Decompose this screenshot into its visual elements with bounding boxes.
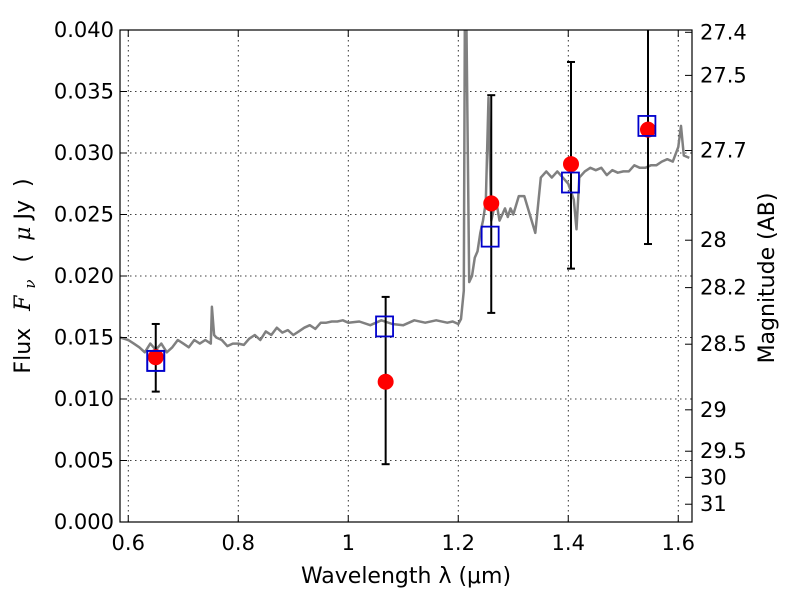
y-axis-label-unit: Jy: [11, 200, 36, 222]
y2-tick-label: 28.5: [700, 332, 747, 356]
y2-tick-label: 29: [700, 398, 727, 422]
observed-point: [483, 195, 500, 212]
x-tick-label: 0.6: [112, 531, 145, 555]
y-axis-label-open: (: [11, 254, 36, 263]
spectrum-line: [120, 30, 690, 354]
y-tick-label: 0.015: [54, 326, 114, 350]
y2-tick-label: 30: [700, 465, 727, 489]
y-tick-label: 0.030: [54, 141, 114, 165]
y2-tick-label: 28: [700, 228, 727, 252]
y-tick-label: 0.020: [54, 264, 114, 288]
model-point-square: [480, 225, 500, 248]
y-axis-label-flux: Flux: [11, 328, 36, 374]
y-tick-label: 0.000: [54, 510, 114, 534]
right-axis-label: Magnitude (AB): [755, 193, 780, 364]
model-point-square: [637, 115, 657, 137]
y2-tick-label: 29.5: [700, 439, 747, 463]
y-tick-label: 0.025: [54, 203, 114, 227]
y-axis-label: Flux F ν ( μ Jy ): [11, 178, 41, 373]
y-tick-label: 0.040: [54, 18, 114, 42]
y-axis-label-subscript: ν: [21, 279, 39, 288]
model-point-square: [561, 171, 580, 194]
y2-tick-label: 31: [700, 492, 727, 516]
y2-tick-label: 28.2: [700, 276, 747, 300]
x-axis-label: Wavelength λ (μm): [301, 564, 511, 589]
y-axis-label-mu: μ: [11, 227, 36, 241]
y2-tick-label: 27.7: [700, 139, 747, 163]
y-tick-label: 0.005: [54, 449, 114, 473]
ticks: 0.6 0.8 1 1.2 1.4 1.6 0.000 0.005 0.010 0.015 0.02…: [54, 18, 747, 555]
model-point-square: [375, 315, 394, 338]
y-axis-label-close: ): [11, 178, 36, 187]
y-tick-label: 0.010: [54, 387, 114, 411]
y-axis-label-symbol: F: [11, 295, 36, 312]
observed-point: [377, 373, 394, 390]
x-tick-label: 1.6: [662, 531, 695, 555]
grid: [120, 29, 692, 523]
y2-tick-label: 27.5: [700, 63, 747, 87]
y2-tick-label: 27.4: [700, 20, 747, 44]
plot-area: [120, 30, 690, 466]
y-tick-label: 0.035: [54, 80, 114, 104]
observed-point: [640, 121, 656, 138]
x-tick-label: 1: [342, 531, 355, 555]
observed-point: [147, 349, 164, 366]
x-tick-label: 0.8: [222, 531, 255, 555]
x-tick-label: 1.2: [442, 531, 475, 555]
observed-point: [563, 156, 579, 173]
x-tick-label: 1.4: [552, 531, 585, 555]
model-point-square-overlay: [146, 349, 166, 372]
